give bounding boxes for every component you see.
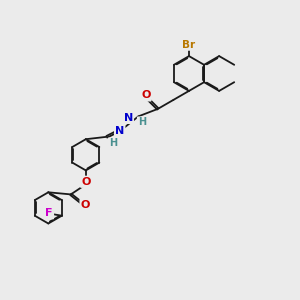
Text: N: N	[124, 113, 133, 123]
Text: O: O	[141, 90, 151, 100]
Text: O: O	[81, 177, 91, 187]
Text: O: O	[80, 200, 90, 210]
Text: Br: Br	[182, 40, 196, 50]
Text: N: N	[115, 126, 124, 136]
Text: F: F	[46, 208, 53, 218]
Text: H: H	[109, 138, 117, 148]
Text: H: H	[138, 117, 146, 128]
